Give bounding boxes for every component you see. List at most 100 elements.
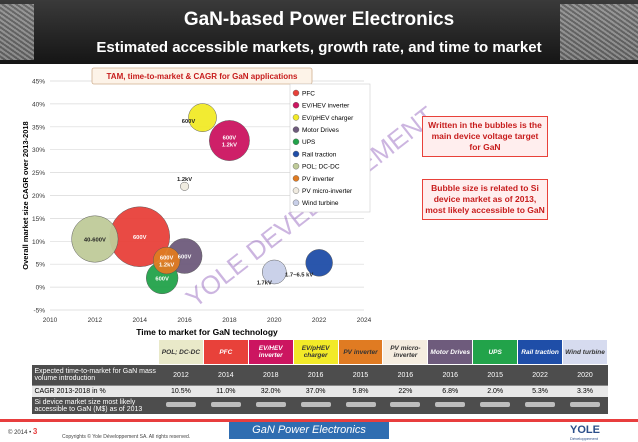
table-cell <box>382 397 428 414</box>
table-cell <box>248 397 294 414</box>
column-header: EV/HEV inverter <box>247 339 294 365</box>
row-label: Expected time-to-market for GaN mass vol… <box>31 364 159 386</box>
y-tick-label: 30% <box>32 147 45 154</box>
logo-text: YOLE <box>570 424 600 436</box>
bubble-label: 1.7~6.5 kV <box>285 272 313 278</box>
y-axis-label: Overall market size CAGR over 2013-2018 <box>21 121 30 269</box>
table-row: CAGR 2013-2018 in % 10.5% 11.0% 32.0% 37.0%… <box>31 385 608 397</box>
x-tick-label: 2018 <box>222 317 237 324</box>
table-cell <box>517 397 563 414</box>
legend-box <box>289 83 371 213</box>
column-header: PV inverter <box>337 339 384 365</box>
bubble-point <box>152 246 181 275</box>
bubble-label: 1.7kV <box>257 280 272 286</box>
bubble-label: 40-600V <box>84 238 106 244</box>
blurred-value <box>480 402 511 407</box>
column-header: EV/pHEV charger <box>292 339 339 365</box>
legend-marker <box>292 138 300 146</box>
row-label: Si device market size most likely access… <box>31 397 159 414</box>
bubble-label: 1.2kV <box>159 263 174 269</box>
footer-title: GaN Power Electronics <box>229 422 389 439</box>
legend-label: PFC <box>302 90 315 97</box>
table-cell: 10.5% <box>158 385 204 397</box>
footer-divider <box>0 419 638 422</box>
x-axis-label: Time to market for GaN technology <box>136 327 278 337</box>
x-tick-label: 2014 <box>132 317 147 324</box>
bubble-point <box>209 120 250 161</box>
legend-marker <box>292 187 300 194</box>
table-cell: 2016 <box>427 364 473 386</box>
legend-marker <box>292 102 300 109</box>
table-cell: 6.8% <box>427 385 473 397</box>
legend-marker <box>292 114 300 121</box>
table-row: Si device market size most likely access… <box>31 397 608 414</box>
table-cell: 32.0% <box>248 385 294 397</box>
blurred-value <box>345 402 376 407</box>
bubble-label: 1.2kV <box>177 177 192 183</box>
legend-marker <box>292 162 300 170</box>
column-header: POL; DC-DC <box>158 339 204 365</box>
table-cell: 2014 <box>203 364 249 386</box>
legend-label: PV micro-inverter <box>302 188 353 195</box>
table-cell: 2.0% <box>472 385 518 397</box>
header-bar: GaN-based Power Electronics Estimated ac… <box>0 0 638 64</box>
table-cell <box>338 397 383 414</box>
table-row: Expected time-to-market for GaN mass vol… <box>31 364 608 386</box>
bubble-label: 600V <box>182 119 196 125</box>
table-cell: 11.0% <box>203 385 249 397</box>
blurred-value <box>525 402 556 407</box>
legend-label: Motor Drives <box>302 127 340 134</box>
blurred-value <box>210 402 241 407</box>
table-cell <box>158 397 204 414</box>
column-header: UPS <box>472 339 519 365</box>
legend-marker <box>292 150 300 158</box>
yole-logo: YOLE Développement <box>570 424 600 441</box>
legend-marker <box>292 126 300 133</box>
header-decoration-image <box>0 4 34 60</box>
callout-size-note: Bubble size is related to Si device mark… <box>422 179 548 220</box>
y-tick-label: 25% <box>32 170 45 177</box>
bubble-label: 600V <box>223 136 237 142</box>
callout-voltage-note: Written in the bubbles is the main devic… <box>422 116 548 157</box>
bubble-point <box>262 259 287 285</box>
chart-title-box <box>91 67 313 85</box>
table-corner <box>31 339 159 365</box>
table-cell: 2012 <box>158 364 204 386</box>
table-cell: 37.0% <box>293 385 339 397</box>
table-cell <box>203 397 249 414</box>
bubble-label: 600V <box>178 254 192 260</box>
column-header: PFC <box>202 339 249 365</box>
legend-marker <box>292 89 300 97</box>
legend-marker <box>292 199 300 207</box>
column-header: Rail traction <box>517 339 564 365</box>
y-tick-label: 0% <box>36 285 46 292</box>
legend-label: EV/HEV inverter <box>302 103 350 110</box>
page-subtitle: Estimated accessible markets, growth rat… <box>96 39 542 56</box>
table-cell: 22% <box>382 385 428 397</box>
table-cell: 2015 <box>472 364 518 386</box>
x-tick-label: 2020 <box>267 317 282 324</box>
blurred-value <box>165 402 196 407</box>
y-tick-label: 20% <box>32 193 45 200</box>
logo-subtext: Développement <box>570 436 599 441</box>
blurred-value <box>570 402 600 407</box>
y-tick-label: 35% <box>32 124 45 131</box>
row-label: CAGR 2013-2018 in % <box>31 385 159 397</box>
y-tick-label: -5% <box>33 308 45 315</box>
table-cell <box>472 397 518 414</box>
y-tick-label: 10% <box>32 239 45 246</box>
y-tick-label: 15% <box>32 216 45 223</box>
legend-label: Wind turbine <box>302 200 339 207</box>
legend-label: PV inverter <box>302 176 335 183</box>
x-tick-label: 2010 <box>43 317 58 324</box>
market-table: POL; DC-DC PFC EV/HEV inverter EV/pHEV char… <box>31 339 608 414</box>
legend-label: EV/pHEV charger <box>302 115 354 122</box>
table-cell: 2016 <box>293 364 339 386</box>
legend-marker <box>292 175 300 182</box>
bubble-point <box>71 215 119 263</box>
legend-label: UPS <box>302 139 316 146</box>
table-cell: 5.3% <box>517 385 563 397</box>
bubble-chart: -5% 0% 5% 10% 15% 20% 25% 30% 35% 40% 45% 2010 2012 2… <box>21 67 441 337</box>
y-tick-label: 40% <box>32 101 45 108</box>
copyright-text: Copyrights © Yole Développement SA. All … <box>62 434 191 440</box>
